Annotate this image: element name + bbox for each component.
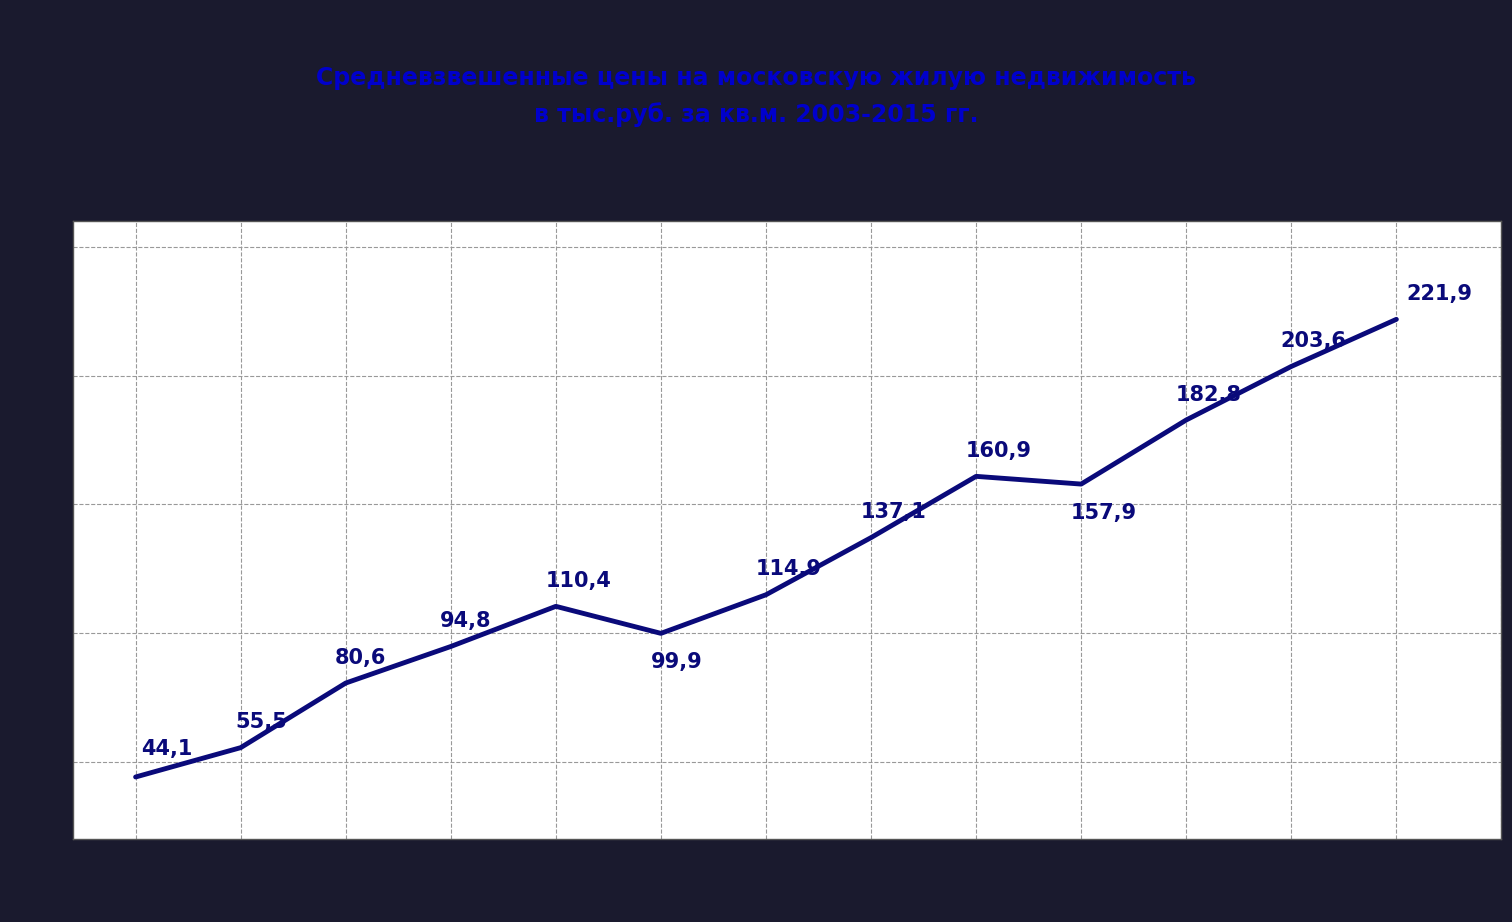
Text: 80,6: 80,6 [336,647,387,668]
Text: 94,8: 94,8 [440,611,491,631]
Text: 160,9: 160,9 [966,441,1031,461]
Text: 137,1: 137,1 [860,502,927,522]
Text: 55,5: 55,5 [236,712,287,732]
Text: 221,9: 221,9 [1406,284,1473,304]
Text: 203,6: 203,6 [1281,331,1347,351]
Text: Средневзвешенные цены на московскую жилую недвижимость
в тыс.руб. за кв.м. 2003-: Средневзвешенные цены на московскую жилу… [316,66,1196,127]
Text: 114,9: 114,9 [756,560,821,579]
Text: 182,8: 182,8 [1176,384,1241,405]
Text: 110,4: 110,4 [546,571,611,591]
Text: 157,9: 157,9 [1070,502,1137,523]
Text: 44,1: 44,1 [141,739,192,759]
Text: 99,9: 99,9 [650,652,702,672]
